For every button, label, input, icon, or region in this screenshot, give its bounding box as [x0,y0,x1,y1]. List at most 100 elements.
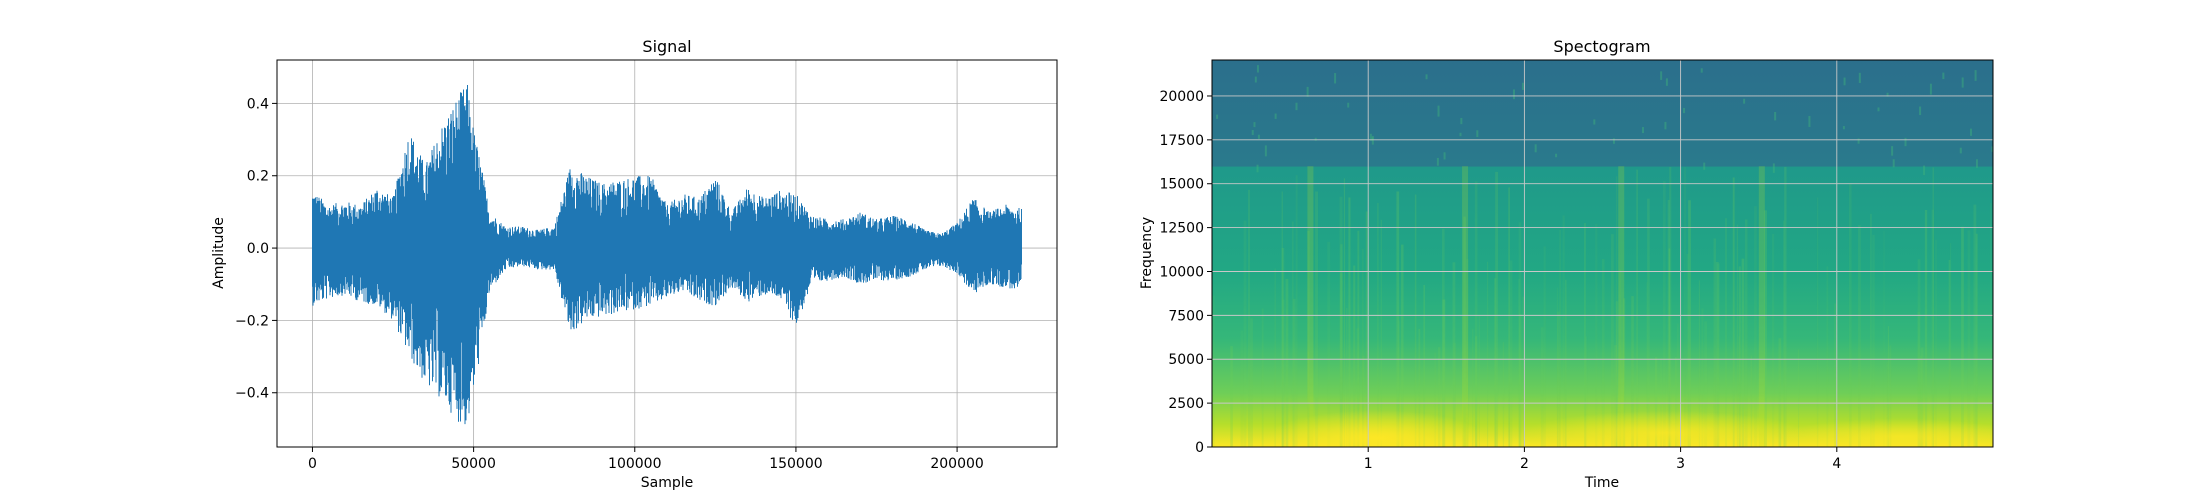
signal-xtick-label: 150000 [769,456,822,472]
spectrogram-speck [1593,119,1596,125]
spectrogram-ytick-label: 12500 [1159,221,1204,237]
spectrogram-texture [1212,65,1993,447]
spectrogram-ytick-label: 20000 [1159,89,1204,105]
spectrogram-speck [1476,130,1479,138]
spectrogram-speck [1436,157,1439,166]
spectrogram-ytick-label: 15000 [1159,177,1204,193]
spectrogram-onset [1758,166,1765,447]
spectrogram-title: Spectogram [1553,37,1650,56]
spectrogram-speck [1743,98,1746,104]
spectrogram-speck [1612,138,1615,144]
spectrogram-speck [1858,72,1861,84]
spectrogram-xtick-label: 2 [1520,456,1529,472]
spectrogram-speck [1974,70,1977,81]
spectrogram-xtick-label: 3 [1676,456,1685,472]
spectrogram-speck [1942,72,1945,80]
spectrogram-hotspot [1779,418,1993,447]
spectrogram-ylabel: Frequency [1139,217,1155,289]
signal-ytick-label: 0.0 [247,241,269,257]
signal-ylabel: Amplitude [211,217,227,289]
spectrogram-panel: Spectogram 1 2 3 4 0 2500 5000 7500 10000 12500 1… [1139,37,1994,491]
spectrogram-hotspot [1266,410,1486,447]
spectrogram-speck [1664,121,1667,130]
spectrogram-speck [1257,134,1260,139]
spectrogram-speck [1857,138,1860,144]
signal-x-ticks: 0 50000 100000 150000 200000 [308,447,984,472]
spectrogram-speck [1256,164,1259,173]
spectrogram-y-ticks: 0 2500 5000 7500 10000 12500 15000 17500 20000 [1159,89,1212,456]
spectrogram-x-ticks: 1 2 3 4 [1364,447,1841,472]
spectrogram-speck [1665,78,1668,86]
spectrogram-ytick-label: 10000 [1159,264,1204,280]
spectrogram-speck [1891,146,1894,156]
spectrogram-speck [1369,133,1372,141]
spectrogram-speck [1886,92,1889,97]
spectrogram-ytick-label: 5000 [1168,352,1204,368]
spectrogram-speck [1929,83,1932,95]
spectrogram-speck [1703,162,1706,170]
spectrogram-speck [1264,145,1267,157]
spectrogram-onset [1618,166,1625,447]
signal-axes-frame [276,59,1058,448]
spectrogram-speck [1700,68,1703,73]
spectrogram-speck [1274,113,1277,119]
signal-ytick-label: 0.4 [247,96,269,112]
spectrogram-image [1212,60,1993,447]
spectrogram-speck [1306,86,1309,97]
spectrogram-speck [1842,126,1845,130]
signal-xtick-label: 100000 [608,456,661,472]
spectrogram-speck [1253,122,1256,128]
spectrogram-speck [1975,159,1978,168]
spectrogram-speck [1216,114,1219,119]
spectrogram-speck [1251,130,1254,136]
spectrogram-ytick-label: 0 [1195,440,1204,456]
signal-xtick-label: 50000 [451,456,496,472]
spectrogram-speck [1512,89,1515,100]
spectrogram-speck [1877,107,1880,112]
spectrogram-hotspot [1525,410,1805,447]
spectrogram-speck [1843,77,1846,86]
spectrogram-speck [1808,115,1811,127]
spectrogram-speck [1347,102,1350,108]
spectrogram-speck [1254,76,1257,83]
signal-ytick-label: −0.4 [235,386,269,402]
signal-line [312,85,1022,425]
spectrogram-speck [1683,107,1686,114]
spectrogram-xtick-label: 4 [1832,456,1841,472]
spectrogram-onset [1307,166,1314,447]
spectrogram-ytick-label: 7500 [1168,308,1204,324]
spectrogram-speck [1642,127,1644,134]
spectrogram-speck [1459,132,1462,137]
spectrogram-speck [1774,112,1777,121]
spectrogram-speck [1660,71,1663,80]
spectrogram-speck [1437,105,1440,117]
signal-xtick-label: 200000 [930,456,983,472]
signal-xlabel: Sample [641,475,694,491]
spectrogram-speck [1256,65,1259,73]
spectrogram-speck [1334,73,1337,84]
spectrogram-xlabel: Time [1584,475,1619,491]
spectrogram-speck [1919,106,1922,116]
spectrogram-speck [1892,159,1895,168]
spectrogram-speck [1534,144,1537,153]
spectrogram-speck [1443,152,1446,160]
signal-panel: Signal 0 50000 100000 150000 200000 −0.4 −0.2… [211,37,1058,491]
spectrogram-ytick-label: 17500 [1159,133,1204,149]
spectrogram-speck [1923,165,1926,176]
spectrogram-speck [1555,153,1558,158]
signal-ytick-label: −0.2 [235,313,269,329]
spectrogram-speck [1991,146,1993,152]
spectrogram-speck [1460,117,1463,125]
spectrogram-speck [1425,74,1428,80]
spectrogram-speck [1314,137,1317,141]
spectrogram-speck [1959,147,1962,154]
signal-waveform [312,85,1022,425]
spectrogram-ytick-label: 2500 [1168,396,1204,412]
spectrogram-xtick-label: 1 [1364,456,1373,472]
spectrogram-speck [1904,137,1907,147]
signal-title: Signal [642,37,691,56]
signal-ytick-label: 0.2 [247,169,269,185]
spectrogram-speck [1961,77,1964,88]
